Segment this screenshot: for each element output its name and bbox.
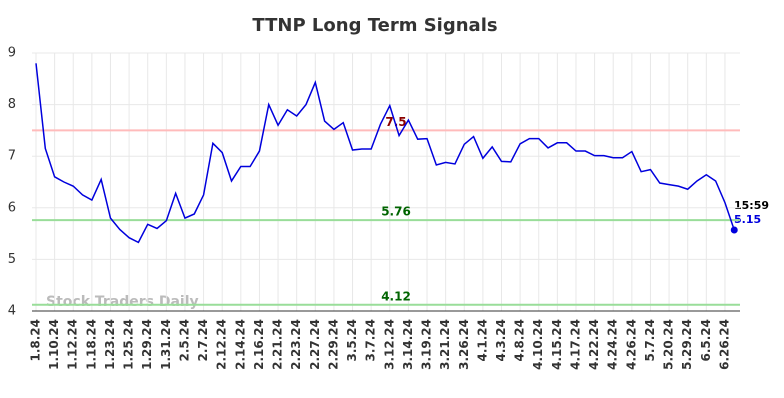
x-tick-label: 4.24.24 <box>606 319 620 370</box>
x-tick-label: 1.8.24 <box>29 319 43 362</box>
signal-label: 7.5 <box>385 115 406 129</box>
x-tick-label: 5.29.24 <box>680 319 694 370</box>
last-time: 15:59 <box>734 199 769 212</box>
last-point <box>730 226 738 234</box>
x-tick-label: 3.26.24 <box>457 319 471 370</box>
x-tick-label: 1.10.24 <box>47 319 61 370</box>
last-label: 5.15 <box>734 213 761 226</box>
signal-label: 5.76 <box>381 205 411 219</box>
x-tick-label: 2.27.24 <box>308 319 322 370</box>
x-tick-label: 6.26.24 <box>717 319 731 370</box>
x-tick-label: 2.21.24 <box>271 319 285 370</box>
x-tick-label: 1.23.24 <box>103 319 117 370</box>
watermark: Stock Traders Daily <box>46 294 199 310</box>
y-tick-label: 7 <box>8 149 16 164</box>
y-tick-label: 4 <box>8 304 16 319</box>
x-tick-label: 1.31.24 <box>159 319 173 370</box>
x-tick-label: 1.29.24 <box>140 319 154 370</box>
x-tick-label: 4.1.24 <box>475 319 489 362</box>
x-tick-label: 2.29.24 <box>326 319 340 370</box>
y-tick-label: 9 <box>8 46 16 61</box>
x-tick-label: 3.19.24 <box>420 319 434 370</box>
x-tick-label: 2.12.24 <box>215 319 229 370</box>
x-tick-label: 2.14.24 <box>233 319 247 370</box>
x-tick-label: 3.7.24 <box>364 319 378 362</box>
x-tick-label: 6.5.24 <box>699 319 713 362</box>
signal-label: 4.12 <box>381 289 411 303</box>
y-tick-label: 8 <box>8 97 16 112</box>
x-tick-label: 5.20.24 <box>662 319 676 370</box>
x-tick-label: 4.8.24 <box>513 319 527 362</box>
x-tick-label: 1.25.24 <box>122 319 136 370</box>
x-tick-label: 5.7.24 <box>643 319 657 362</box>
x-tick-label: 1.12.24 <box>66 319 80 370</box>
x-tick-label: 2.23.24 <box>289 319 303 370</box>
x-tick-label: 2.16.24 <box>252 319 266 370</box>
x-tick-label: 3.12.24 <box>382 319 396 370</box>
chart-title: TTNP Long Term Signals <box>252 15 497 36</box>
y-tick-label: 6 <box>8 200 16 215</box>
x-tick-label: 4.22.24 <box>587 319 601 370</box>
x-tick-label: 1.18.24 <box>84 319 98 370</box>
x-tick-label: 4.15.24 <box>550 319 564 370</box>
x-tick-label: 4.17.24 <box>568 319 582 370</box>
y-tick-label: 5 <box>8 252 16 267</box>
x-tick-label: 3.21.24 <box>438 319 452 370</box>
x-tick-label: 4.26.24 <box>624 319 638 370</box>
x-tick-label: 4.10.24 <box>531 319 545 370</box>
x-tick-label: 4.3.24 <box>494 319 508 362</box>
x-tick-label: 3.5.24 <box>345 319 359 362</box>
x-tick-label: 2.5.24 <box>177 319 191 362</box>
x-tick-label: 2.7.24 <box>196 319 210 362</box>
price-line <box>35 63 735 244</box>
x-tick-label: 3.14.24 <box>401 319 415 370</box>
